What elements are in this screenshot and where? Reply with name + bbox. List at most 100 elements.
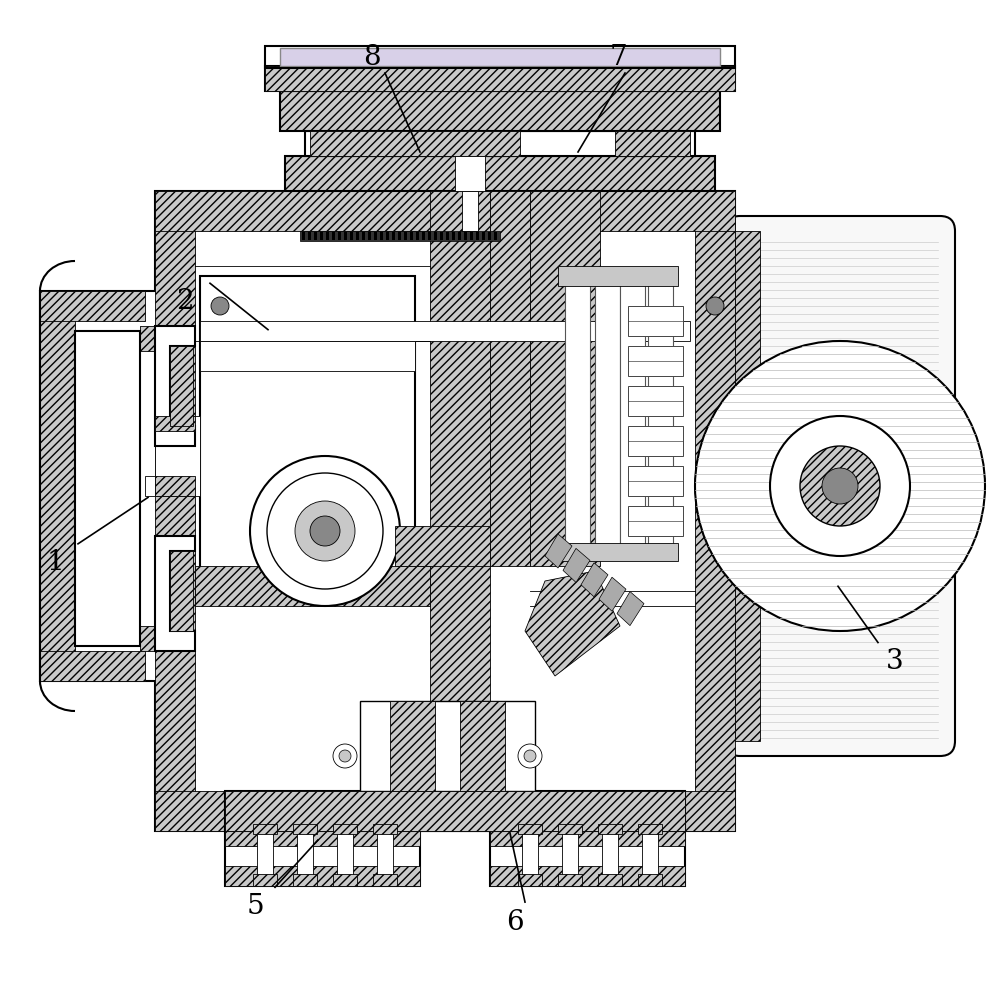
Polygon shape [598,824,622,834]
Bar [565,277,590,556]
Bar [377,826,393,886]
Circle shape [800,447,880,527]
Bar [332,233,335,241]
Bar [195,232,695,791]
Bar [200,277,415,592]
Polygon shape [373,824,397,834]
Polygon shape [195,566,430,606]
Circle shape [211,298,229,316]
Bar [225,791,685,831]
Polygon shape [225,791,685,831]
Polygon shape [333,875,357,886]
Bar [470,233,473,241]
Polygon shape [581,563,608,598]
Text: 1: 1 [46,548,64,576]
Polygon shape [490,192,530,566]
Text: 5: 5 [246,891,264,919]
Bar [628,387,683,416]
Bar [344,233,347,241]
Polygon shape [525,572,620,676]
Circle shape [339,750,351,762]
Polygon shape [155,476,195,497]
Bar [410,233,413,241]
Polygon shape [155,192,195,831]
Bar [392,233,395,241]
Bar [602,826,618,886]
Bar [522,826,538,886]
Circle shape [310,517,340,546]
Circle shape [295,502,355,561]
Polygon shape [170,347,193,427]
Bar [648,277,673,556]
Polygon shape [253,824,277,834]
Polygon shape [563,549,590,583]
Bar [628,507,683,536]
Polygon shape [735,232,760,741]
Polygon shape [518,824,542,834]
Polygon shape [490,866,685,886]
Text: 2: 2 [176,287,194,315]
Polygon shape [280,92,720,132]
Bar [362,233,365,241]
Bar [628,307,683,336]
Polygon shape [490,826,685,846]
Bar [558,267,678,287]
Polygon shape [225,826,420,846]
Text: 3: 3 [886,647,904,674]
Bar [337,826,353,886]
Bar [455,157,485,192]
Polygon shape [530,192,600,566]
Polygon shape [140,626,155,652]
Circle shape [770,416,910,556]
Bar [558,543,678,561]
Text: 6: 6 [506,908,524,936]
Polygon shape [333,824,357,834]
Bar [428,233,431,241]
Polygon shape [155,536,195,652]
Polygon shape [155,791,735,831]
Polygon shape [695,192,735,831]
Bar [155,192,735,831]
Bar [488,233,491,241]
Bar [40,292,180,681]
Bar [440,233,443,241]
Bar [360,701,535,791]
Bar [434,233,437,241]
Polygon shape [155,192,735,232]
Polygon shape [40,652,145,681]
Bar [302,233,305,241]
Polygon shape [558,875,582,886]
Bar [368,233,371,241]
Circle shape [695,342,985,631]
Circle shape [333,744,357,768]
Bar [390,701,435,791]
Bar [462,192,478,232]
Bar [308,233,311,241]
Polygon shape [373,875,397,886]
Bar [642,826,658,886]
Polygon shape [40,292,75,681]
Bar [416,233,419,241]
Polygon shape [40,292,145,321]
Bar [314,233,317,241]
Bar [482,233,485,241]
Text: 7: 7 [609,43,627,71]
Bar [297,826,313,886]
Polygon shape [265,67,735,92]
Polygon shape [599,578,626,611]
Bar [225,826,420,886]
Polygon shape [395,527,490,566]
Polygon shape [170,551,193,631]
Bar [300,232,500,242]
Bar [155,416,200,497]
Bar [628,347,683,377]
Polygon shape [240,457,250,606]
Circle shape [524,750,536,762]
Polygon shape [265,67,735,92]
Bar [338,233,341,241]
Bar [404,233,407,241]
Bar [446,233,449,241]
Bar [326,233,329,241]
Bar [280,49,720,67]
Bar [265,47,735,69]
